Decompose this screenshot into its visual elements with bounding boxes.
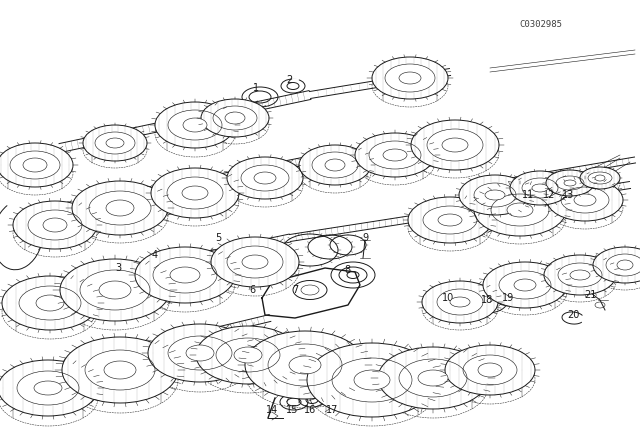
Ellipse shape (242, 255, 268, 269)
Text: C0302985: C0302985 (519, 20, 563, 29)
Text: 14: 14 (266, 405, 278, 415)
Ellipse shape (378, 347, 488, 409)
Ellipse shape (438, 214, 462, 226)
Ellipse shape (325, 159, 345, 171)
Ellipse shape (0, 143, 73, 187)
Ellipse shape (580, 167, 620, 189)
Ellipse shape (36, 295, 64, 311)
Text: 7: 7 (292, 285, 298, 295)
Text: 15: 15 (286, 405, 298, 415)
Ellipse shape (570, 270, 590, 280)
Text: 18: 18 (481, 295, 493, 305)
Ellipse shape (62, 337, 178, 403)
Ellipse shape (186, 345, 214, 361)
Ellipse shape (211, 237, 299, 287)
Text: 13: 13 (562, 190, 574, 200)
Ellipse shape (151, 168, 239, 218)
Ellipse shape (155, 102, 235, 148)
Text: 11: 11 (522, 190, 534, 200)
Ellipse shape (617, 260, 633, 270)
Ellipse shape (227, 157, 303, 199)
Ellipse shape (485, 190, 505, 200)
Ellipse shape (254, 172, 276, 184)
Ellipse shape (99, 281, 131, 299)
Ellipse shape (442, 138, 468, 152)
Ellipse shape (183, 118, 207, 132)
Ellipse shape (34, 381, 62, 395)
Ellipse shape (23, 158, 47, 172)
Ellipse shape (307, 343, 437, 417)
Ellipse shape (72, 181, 168, 235)
Ellipse shape (547, 179, 623, 221)
Ellipse shape (474, 184, 566, 236)
Text: 4: 4 (152, 250, 158, 260)
Ellipse shape (399, 72, 421, 84)
Ellipse shape (459, 175, 531, 215)
Text: 1: 1 (253, 83, 259, 93)
Ellipse shape (595, 175, 605, 181)
Ellipse shape (148, 324, 252, 382)
Ellipse shape (574, 194, 596, 206)
Ellipse shape (418, 370, 448, 386)
Text: 5: 5 (215, 233, 221, 243)
Ellipse shape (355, 133, 435, 177)
Ellipse shape (514, 279, 536, 291)
Ellipse shape (170, 267, 200, 283)
Text: 9: 9 (362, 233, 368, 243)
Ellipse shape (289, 356, 321, 374)
Ellipse shape (564, 180, 576, 186)
Ellipse shape (106, 138, 124, 148)
Ellipse shape (2, 276, 98, 330)
Ellipse shape (83, 125, 147, 161)
Ellipse shape (544, 255, 616, 295)
Ellipse shape (245, 331, 365, 399)
Ellipse shape (60, 259, 170, 321)
Ellipse shape (135, 247, 235, 303)
Ellipse shape (478, 363, 502, 377)
Ellipse shape (234, 347, 262, 363)
Ellipse shape (546, 170, 594, 196)
Text: 6: 6 (249, 285, 255, 295)
Text: 3: 3 (115, 263, 121, 273)
Ellipse shape (196, 326, 300, 384)
Text: 8: 8 (344, 265, 350, 275)
Ellipse shape (450, 297, 470, 307)
Ellipse shape (593, 247, 640, 283)
Ellipse shape (532, 184, 548, 192)
Text: 16: 16 (304, 405, 316, 415)
Ellipse shape (507, 203, 533, 217)
Ellipse shape (299, 145, 371, 185)
Ellipse shape (354, 370, 390, 390)
Ellipse shape (408, 197, 492, 243)
Ellipse shape (182, 186, 208, 200)
Text: 2: 2 (286, 75, 292, 85)
Text: 20: 20 (567, 310, 579, 320)
Ellipse shape (225, 112, 245, 124)
Ellipse shape (372, 57, 448, 99)
Text: 21: 21 (584, 290, 596, 300)
Ellipse shape (422, 281, 498, 323)
Ellipse shape (201, 99, 269, 137)
Ellipse shape (104, 361, 136, 379)
Ellipse shape (13, 201, 97, 249)
Ellipse shape (43, 218, 67, 232)
Text: 12: 12 (543, 190, 555, 200)
Text: 10: 10 (442, 293, 454, 303)
Text: 17: 17 (326, 405, 338, 415)
Text: 19: 19 (502, 293, 514, 303)
Ellipse shape (445, 345, 535, 395)
Ellipse shape (383, 149, 407, 161)
Ellipse shape (483, 262, 567, 308)
Ellipse shape (106, 200, 134, 216)
Ellipse shape (510, 171, 570, 205)
Ellipse shape (411, 120, 499, 170)
Ellipse shape (0, 360, 98, 416)
